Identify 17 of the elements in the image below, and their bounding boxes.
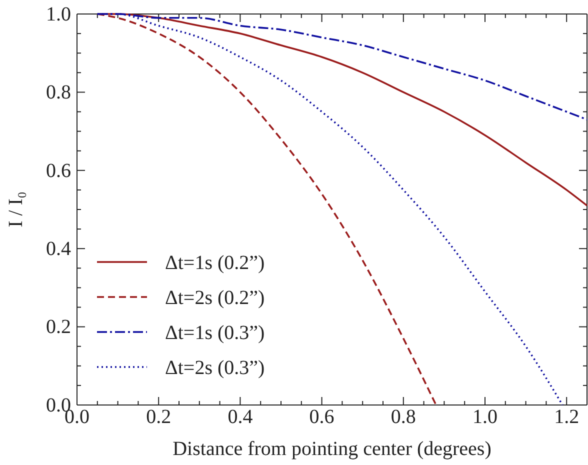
y-axis-title: I / I₀ — [5, 192, 27, 228]
legend-label: Δt=1s (0.2”) — [165, 252, 265, 274]
y-tick-label: 0.8 — [46, 82, 71, 104]
y-tick-label: 0.6 — [46, 160, 71, 182]
y-tick-label: 0.2 — [46, 316, 71, 338]
legend-label: Δt=1s (0.3”) — [165, 322, 265, 344]
y-tick-label: 1.0 — [46, 3, 71, 26]
x-tick-label: 0.4 — [228, 406, 253, 428]
y-tick-label: 0.4 — [46, 238, 71, 260]
legend-label: Δt=2s (0.3”) — [165, 357, 265, 379]
x-tick-label: 0.2 — [146, 406, 172, 428]
x-tick-label: 0.8 — [390, 406, 416, 428]
x-axis-title: Distance from pointing center (degrees) — [172, 438, 492, 460]
x-tick-label: 1.2 — [554, 406, 580, 428]
legend-label: Δt=2s (0.2”) — [165, 287, 265, 309]
x-tick-label: 1.0 — [472, 406, 498, 428]
x-tick-label: 0.6 — [309, 406, 334, 428]
